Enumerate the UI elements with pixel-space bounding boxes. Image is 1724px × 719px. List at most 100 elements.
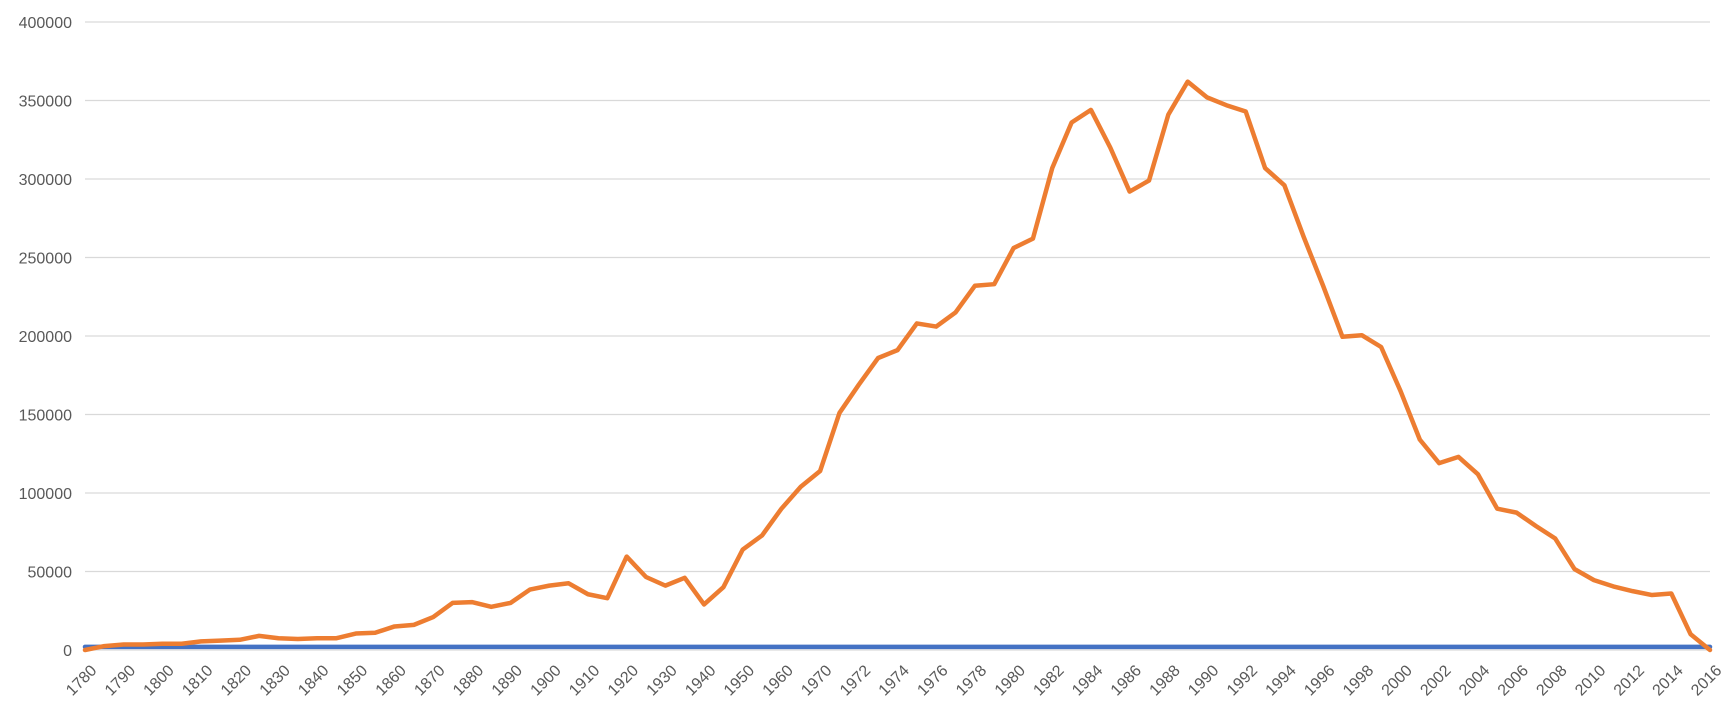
data-point [1380,646,1382,648]
y-tick-label: 200000 [19,329,72,346]
data-point [219,646,222,648]
data-point [993,283,995,285]
x-tick-label: 1800 [141,662,178,699]
data-point [1709,649,1711,651]
x-tick-label: 1890 [489,662,526,699]
data-point [1167,114,1169,116]
data-point [1051,646,1053,648]
x-tick-label: 1920 [605,662,642,699]
data-point [916,322,918,325]
data-point [626,555,628,558]
data-point [123,643,125,646]
data-point [529,588,531,591]
data-point [393,646,396,648]
data-point [722,586,724,588]
data-point [471,646,473,648]
x-tick-label: 1988 [1147,662,1184,699]
y-tick-label: 350000 [19,94,72,111]
data-point [529,646,531,648]
series-1 [82,79,1713,653]
data-point [297,646,299,648]
data-point [355,632,357,635]
y-tick-label: 100000 [19,486,72,503]
data-point [838,646,841,648]
data-point [1264,167,1266,169]
data-point [1187,646,1189,648]
data-point [1129,646,1131,648]
x-tick-label: 1978 [953,662,990,699]
data-point [1129,190,1131,193]
data-point [1535,646,1537,648]
data-point [432,616,434,618]
data-point [490,606,492,608]
x-tick-label: 1780 [63,662,100,699]
x-tick-label: 1970 [798,662,835,699]
data-point [393,625,396,628]
data-point [819,470,821,472]
data-point [1438,462,1440,464]
x-tick-label: 1998 [1340,662,1377,699]
series-0 [82,644,1713,650]
data-point [877,357,879,359]
data-point [684,577,686,579]
y-axis-tick-labels: 0 50000 100000 150000 200000 250000 300000 3500… [19,15,72,660]
data-point [1090,109,1092,111]
data-point [161,646,163,648]
data-point [1554,537,1556,540]
data-point [780,508,783,510]
y-tick-label: 300000 [19,172,72,189]
data-point [1477,646,1479,648]
data-point [142,643,144,646]
data-point [84,646,86,648]
data-point [239,639,241,641]
data-point [1012,646,1015,648]
data-point [1225,646,1227,648]
data-point [916,646,918,648]
data-point [1167,646,1169,648]
data-point [1612,585,1614,588]
data-point [974,285,976,287]
data-point [1322,646,1324,648]
data-point [664,646,666,648]
x-tick-label: 1820 [218,662,255,699]
x-tick-label: 1940 [682,662,719,699]
y-tick-label: 250000 [19,251,72,268]
data-point [181,646,183,648]
x-tick-label: 1960 [760,662,797,699]
data-point [1535,525,1537,527]
series-line [82,79,1713,653]
x-tick-label: 2010 [1572,662,1609,699]
y-tick-label: 0 [63,643,72,660]
data-point [838,412,841,414]
data-point [335,637,338,639]
x-tick-label: 1930 [644,662,681,699]
data-point [1632,590,1634,592]
x-tick-label: 1900 [528,662,565,699]
data-point [1361,334,1363,336]
data-point [1399,646,1402,648]
data-point [200,646,202,648]
data-point [703,603,705,606]
data-point [800,646,802,648]
data-point [277,637,280,639]
data-point [664,585,666,587]
data-point [1283,184,1285,186]
x-tick-label: 1996 [1301,662,1338,699]
data-point [1573,646,1576,648]
x-tick-label: 2006 [1495,662,1532,699]
data-point [335,646,338,648]
data-point [645,646,647,648]
data-point [587,646,589,648]
data-point [1515,512,1518,514]
data-point [1670,646,1672,648]
data-point [1032,238,1034,240]
data-point [877,646,879,648]
x-tick-label: 1910 [566,662,603,699]
series-lines [82,79,1713,653]
data-point [297,638,299,640]
data-point [1690,646,1692,648]
data-point [1651,594,1653,596]
x-tick-label: 1994 [1263,662,1300,699]
data-point [1148,646,1150,648]
